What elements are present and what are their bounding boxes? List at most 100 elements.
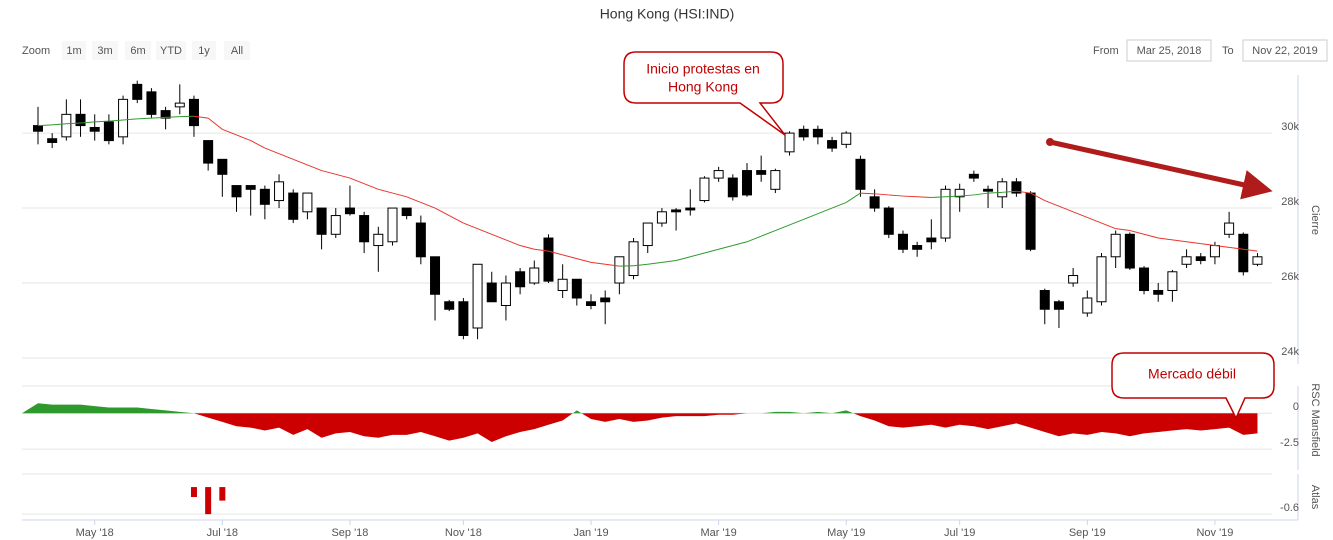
moving-average-segment <box>1200 243 1215 247</box>
candle-body <box>387 207 398 243</box>
zoom-button-label[interactable]: All <box>231 45 243 57</box>
candle-body <box>486 282 497 303</box>
candle-body <box>288 192 299 220</box>
moving-average-segment <box>80 121 95 124</box>
moving-average-segment <box>207 117 223 130</box>
moving-average-segment <box>548 250 563 256</box>
candle-body <box>1252 256 1263 265</box>
y-tick-label: 28k <box>1281 196 1299 208</box>
moving-average-segment <box>888 194 904 197</box>
y-tick-label: -2.5 <box>1280 437 1299 449</box>
candle-body <box>458 301 469 336</box>
zoom-button[interactable] <box>125 41 151 60</box>
moving-average-segment <box>1143 233 1159 239</box>
to-date[interactable]: Nov 22, 2019 <box>1252 45 1317 57</box>
zoom-button[interactable] <box>156 41 186 60</box>
candle-body <box>118 98 129 138</box>
moving-average-segment <box>222 128 237 136</box>
moving-average-segment <box>321 170 336 175</box>
candle-body <box>316 207 327 235</box>
zoom-button[interactable] <box>224 41 250 60</box>
moving-average-segment <box>335 173 351 179</box>
candle-body <box>997 181 1008 198</box>
moving-average-segment <box>406 196 422 203</box>
moving-average-segment <box>675 256 691 262</box>
candle-body <box>1167 271 1178 292</box>
moving-average-segment <box>463 222 478 230</box>
moving-average-segment <box>1101 222 1116 230</box>
candle-body <box>1181 256 1192 265</box>
candle-body <box>32 125 43 132</box>
zoom-button-label[interactable]: 1y <box>198 45 210 57</box>
moving-average-segment <box>661 260 677 263</box>
candle-body <box>330 215 341 235</box>
zoom-button-label[interactable]: 3m <box>97 45 112 57</box>
moving-average-segment <box>151 116 166 119</box>
moving-average-segment <box>264 147 280 155</box>
candle-body <box>784 132 795 153</box>
y-axis-title: Atlas <box>1309 485 1321 510</box>
moving-average-segment <box>945 195 960 198</box>
to-input[interactable] <box>1242 39 1328 62</box>
to-label: To <box>1222 45 1234 57</box>
candle-body <box>827 140 838 149</box>
candle-body <box>259 188 270 205</box>
candle-body <box>713 170 724 179</box>
candle-body <box>1053 301 1064 310</box>
candle-body <box>160 110 171 119</box>
candle-body <box>926 237 937 243</box>
candle-body <box>1209 245 1220 258</box>
x-tick-label: Nov '19 <box>1196 527 1233 539</box>
candle-body <box>1110 233 1121 258</box>
moving-average-segment <box>1058 205 1074 213</box>
moving-average-segment <box>165 116 180 118</box>
atlas-bar <box>205 487 212 515</box>
candle-body <box>557 278 568 292</box>
callout-box <box>623 51 786 136</box>
moving-average-segment <box>605 263 620 267</box>
moving-average-segment <box>477 228 492 235</box>
chart-title: Hong Kong (HSI:IND) <box>600 6 735 22</box>
zoom-button[interactable] <box>92 41 118 60</box>
candle-body <box>1096 256 1107 303</box>
moving-average-segment <box>137 117 152 120</box>
moving-average-segment <box>789 218 804 226</box>
rsc-area-negative <box>194 413 1258 442</box>
from-input[interactable] <box>1126 39 1212 62</box>
from-date[interactable]: Mar 25, 2018 <box>1137 45 1202 57</box>
moving-average-segment <box>1030 192 1046 202</box>
zoom-button[interactable] <box>192 41 216 60</box>
moving-average-segment <box>1072 211 1088 218</box>
moving-average-segment <box>1186 241 1201 245</box>
candle-body <box>685 207 696 211</box>
candle-body <box>274 181 285 202</box>
plot <box>22 80 1263 515</box>
candle-body <box>812 128 823 138</box>
candle-body <box>174 102 185 108</box>
candle-body <box>614 256 625 284</box>
moving-average-segment <box>845 192 861 203</box>
candle-body <box>699 177 710 202</box>
candle-body <box>245 185 256 190</box>
moving-average-segment <box>760 230 776 237</box>
moving-average-segment <box>718 245 733 250</box>
annotation: Mercado débil <box>1148 366 1236 382</box>
rsc-area-positive <box>22 403 1258 414</box>
zoom-button-label[interactable]: 6m <box>130 45 145 57</box>
y-axis-title: Cierre <box>1309 205 1321 235</box>
moving-average-segment <box>917 196 932 199</box>
from-label: From <box>1093 45 1119 57</box>
zoom-buttons: 1m 3m 6m YTD 1y All <box>62 41 250 60</box>
zoom-button-label[interactable]: YTD <box>160 45 182 57</box>
callout-box <box>1111 352 1275 420</box>
grid: 24k 26k 28k 30k May '18 Jul '18 Sep '18 Nov '18… <box>22 121 1299 539</box>
moving-average-segment <box>236 134 251 142</box>
candle-body <box>940 188 951 239</box>
moving-average-segment <box>746 235 762 243</box>
candle-body <box>586 301 597 307</box>
moving-average-segment <box>831 201 847 209</box>
candle-body <box>500 282 511 307</box>
moving-average-segment <box>1229 246 1244 250</box>
candle-body <box>203 140 214 164</box>
moving-average-segment <box>1002 190 1017 193</box>
